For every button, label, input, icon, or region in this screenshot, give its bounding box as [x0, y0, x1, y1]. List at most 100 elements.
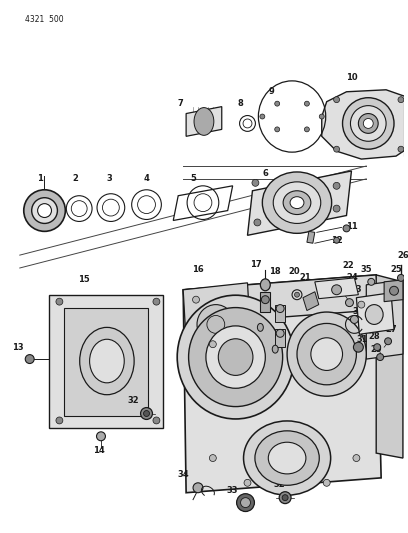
Ellipse shape — [237, 494, 255, 512]
Ellipse shape — [333, 182, 340, 189]
Ellipse shape — [343, 98, 394, 149]
Text: 17: 17 — [250, 260, 261, 269]
Ellipse shape — [276, 329, 284, 337]
Ellipse shape — [197, 305, 235, 344]
Ellipse shape — [252, 180, 259, 187]
Text: 30: 30 — [353, 307, 364, 316]
Ellipse shape — [262, 296, 269, 304]
Ellipse shape — [188, 308, 283, 407]
Text: 33: 33 — [227, 486, 238, 495]
Text: 4: 4 — [144, 174, 149, 183]
Text: 4321  500: 4321 500 — [25, 14, 63, 23]
Ellipse shape — [209, 341, 216, 348]
Text: 14: 14 — [93, 446, 105, 455]
Ellipse shape — [153, 417, 160, 424]
Polygon shape — [366, 280, 403, 359]
Ellipse shape — [398, 146, 404, 152]
Polygon shape — [183, 283, 253, 376]
Ellipse shape — [25, 354, 34, 364]
Ellipse shape — [97, 432, 105, 441]
Ellipse shape — [290, 197, 304, 208]
Ellipse shape — [262, 172, 332, 233]
Ellipse shape — [275, 127, 279, 132]
Ellipse shape — [90, 340, 124, 383]
Ellipse shape — [206, 326, 265, 388]
Ellipse shape — [194, 108, 214, 135]
Ellipse shape — [350, 316, 358, 324]
Ellipse shape — [275, 101, 279, 106]
Text: 26: 26 — [397, 251, 408, 260]
Text: 16: 16 — [192, 265, 204, 274]
Text: 18: 18 — [269, 268, 281, 277]
Text: 13: 13 — [12, 343, 24, 352]
Text: 11: 11 — [346, 222, 357, 231]
Ellipse shape — [398, 96, 404, 103]
Polygon shape — [357, 293, 394, 334]
Text: 25: 25 — [390, 265, 402, 274]
Polygon shape — [64, 308, 149, 416]
Ellipse shape — [332, 285, 341, 295]
Ellipse shape — [333, 205, 340, 212]
Ellipse shape — [397, 274, 404, 281]
Ellipse shape — [353, 342, 364, 352]
Text: 32: 32 — [273, 480, 285, 489]
Polygon shape — [322, 90, 408, 159]
Ellipse shape — [364, 118, 373, 128]
Text: 6: 6 — [262, 169, 268, 179]
Polygon shape — [186, 107, 222, 136]
Ellipse shape — [260, 279, 270, 291]
Ellipse shape — [282, 495, 288, 500]
Text: 2: 2 — [72, 174, 78, 183]
Ellipse shape — [193, 483, 203, 492]
Ellipse shape — [268, 442, 306, 474]
Text: 5: 5 — [190, 174, 196, 183]
Polygon shape — [248, 171, 351, 235]
Bar — [275, 305, 285, 322]
Ellipse shape — [390, 286, 399, 295]
Bar — [260, 292, 270, 312]
Text: 12: 12 — [331, 236, 342, 245]
Polygon shape — [384, 280, 403, 302]
Ellipse shape — [32, 198, 58, 223]
Polygon shape — [183, 275, 381, 492]
Ellipse shape — [244, 421, 330, 495]
Text: 20: 20 — [288, 268, 300, 277]
Ellipse shape — [254, 219, 261, 226]
Text: 32: 32 — [128, 396, 140, 405]
Ellipse shape — [319, 114, 324, 119]
Polygon shape — [307, 231, 315, 243]
Ellipse shape — [56, 417, 63, 424]
Ellipse shape — [323, 479, 330, 486]
Ellipse shape — [38, 204, 51, 217]
Ellipse shape — [346, 298, 353, 306]
Text: 28: 28 — [368, 332, 380, 341]
Ellipse shape — [343, 225, 350, 232]
Ellipse shape — [272, 345, 278, 353]
Ellipse shape — [334, 237, 339, 243]
Ellipse shape — [153, 298, 160, 305]
Text: 3: 3 — [106, 174, 112, 183]
Ellipse shape — [273, 182, 321, 223]
Ellipse shape — [334, 146, 339, 152]
Ellipse shape — [24, 190, 65, 231]
Ellipse shape — [358, 114, 378, 133]
Polygon shape — [173, 186, 233, 221]
Ellipse shape — [385, 338, 392, 345]
Ellipse shape — [244, 479, 251, 486]
Ellipse shape — [304, 127, 309, 132]
Polygon shape — [183, 275, 381, 325]
Text: 29: 29 — [370, 345, 382, 354]
Ellipse shape — [287, 312, 366, 396]
Text: 21: 21 — [299, 273, 311, 282]
Ellipse shape — [177, 295, 294, 419]
Text: 23: 23 — [350, 285, 362, 294]
Ellipse shape — [358, 301, 365, 308]
Ellipse shape — [368, 278, 375, 285]
Bar — [275, 329, 285, 347]
Text: 1: 1 — [37, 174, 42, 183]
Ellipse shape — [141, 408, 153, 419]
Ellipse shape — [377, 353, 384, 360]
Polygon shape — [315, 278, 358, 298]
Ellipse shape — [144, 410, 149, 416]
Text: 10: 10 — [346, 74, 357, 83]
